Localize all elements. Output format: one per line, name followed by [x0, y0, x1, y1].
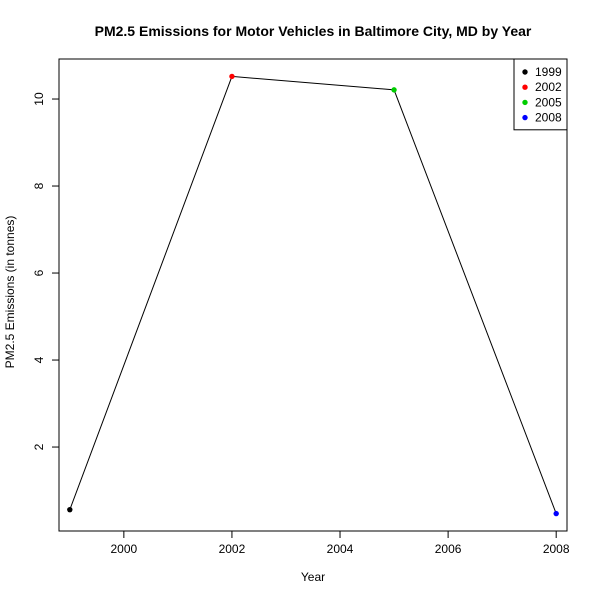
legend-marker-2005 [522, 99, 528, 106]
legend-label-2005: 2005 [535, 95, 562, 109]
y-axis-label: PM2.5 Emissions (in tonnes) [3, 216, 17, 369]
series-layer [67, 73, 559, 517]
data-point-2005 [391, 87, 397, 93]
series-line [69, 75, 557, 514]
data-point-2008 [553, 510, 559, 517]
y-axis: 2 4 6 8 10 [32, 92, 59, 450]
x-axis: 2000 2002 2004 2006 2008 [110, 531, 570, 556]
legend-marker-2008 [522, 114, 528, 121]
legend-marker-2002 [522, 84, 528, 90]
y-tick-label: 2 [32, 443, 46, 450]
y-tick-label: 4 [32, 356, 46, 363]
y-tick-label: 6 [32, 269, 46, 276]
y-tick-label: 10 [32, 92, 46, 106]
legend-label-2008: 2008 [535, 111, 562, 125]
x-tick-label: 2008 [543, 542, 570, 556]
x-tick-label: 2000 [110, 542, 137, 556]
legend-label-1999: 1999 [535, 65, 562, 79]
data-point-2002 [229, 73, 235, 80]
legend-label-2002: 2002 [535, 80, 562, 94]
y-tick-label: 8 [32, 182, 46, 189]
data-point-1999 [67, 506, 73, 513]
chart-title: PM2.5 Emissions for Motor Vehicles in Ba… [95, 23, 532, 39]
legend-marker-1999 [522, 69, 528, 75]
x-tick-label: 2002 [219, 542, 246, 556]
x-axis-label: Year [301, 570, 325, 584]
x-tick-label: 2006 [435, 542, 462, 556]
plot-frame [58, 58, 568, 532]
x-tick-label: 2004 [327, 542, 354, 556]
